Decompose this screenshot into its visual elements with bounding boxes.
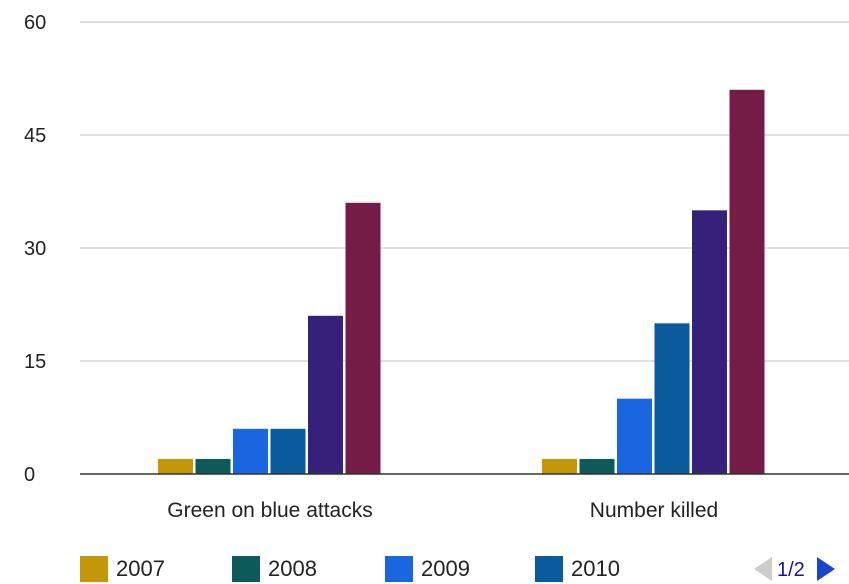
legend-label: 2008 [268,556,317,581]
bars [158,89,765,475]
legend-swatch [80,556,108,582]
legend-item-2007: 2007 [80,556,165,582]
y-axis-ticks: 0 15 30 45 60 [24,12,46,486]
legend-swatch [385,556,413,582]
y-tick-label: 15 [24,351,46,373]
legend-item-2008: 2008 [232,556,317,582]
category-labels: Green on blue attacks Number killed [167,499,718,522]
y-tick-label: 45 [24,125,46,147]
legend-pager: 1/2 [754,557,835,581]
y-tick-label: 30 [24,238,46,260]
legend-item-2010: 2010 [535,556,620,582]
x-category-label: Number killed [590,499,718,522]
bar-2012-killed [729,89,765,475]
bar-2008-killed [579,458,615,474]
bar-2011-attacks [308,315,343,474]
bar-2008-attacks [195,458,231,474]
bar-2012-attacks [345,202,381,475]
y-tick-label: 0 [24,464,35,486]
legend: 2007 2008 2009 2010 [80,556,620,582]
x-category-label: Green on blue attacks [167,499,372,522]
bar-2010-killed [654,323,690,474]
legend-label: 2009 [421,556,470,581]
legend-label: 2010 [571,556,620,581]
legend-swatch [232,556,260,582]
bar-2011-killed [692,210,727,475]
bar-2007-attacks [158,458,193,474]
triangle-left-icon[interactable] [754,557,772,581]
bar-2007-killed [542,458,577,474]
legend-item-2009: 2009 [385,556,470,582]
bar-2009-killed [617,398,652,474]
bar-2009-attacks [233,428,268,474]
pager-page-indicator: 1/2 [777,559,805,581]
triangle-right-icon[interactable] [817,557,835,581]
legend-swatch [535,556,563,582]
legend-label: 2007 [116,556,165,581]
bar-2010-attacks [270,428,306,474]
y-tick-label: 60 [24,12,46,34]
